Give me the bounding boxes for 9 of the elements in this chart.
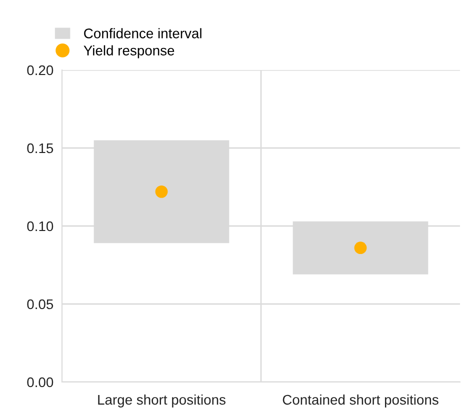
y-tick-label: 0.10 (27, 221, 54, 232)
y-tick-label: 0.20 (27, 65, 54, 76)
y-tick-label: 0.05 (27, 299, 54, 310)
y-tick-label: 0.00 (27, 377, 54, 388)
legend-label: Confidence interval (84, 28, 202, 38)
y-tick-label: 0.15 (27, 143, 54, 154)
legend-label: Yield response (84, 45, 174, 58)
x-tick-label: Contained short positions (282, 394, 438, 408)
x-tick-label: Large short positions (98, 394, 226, 408)
